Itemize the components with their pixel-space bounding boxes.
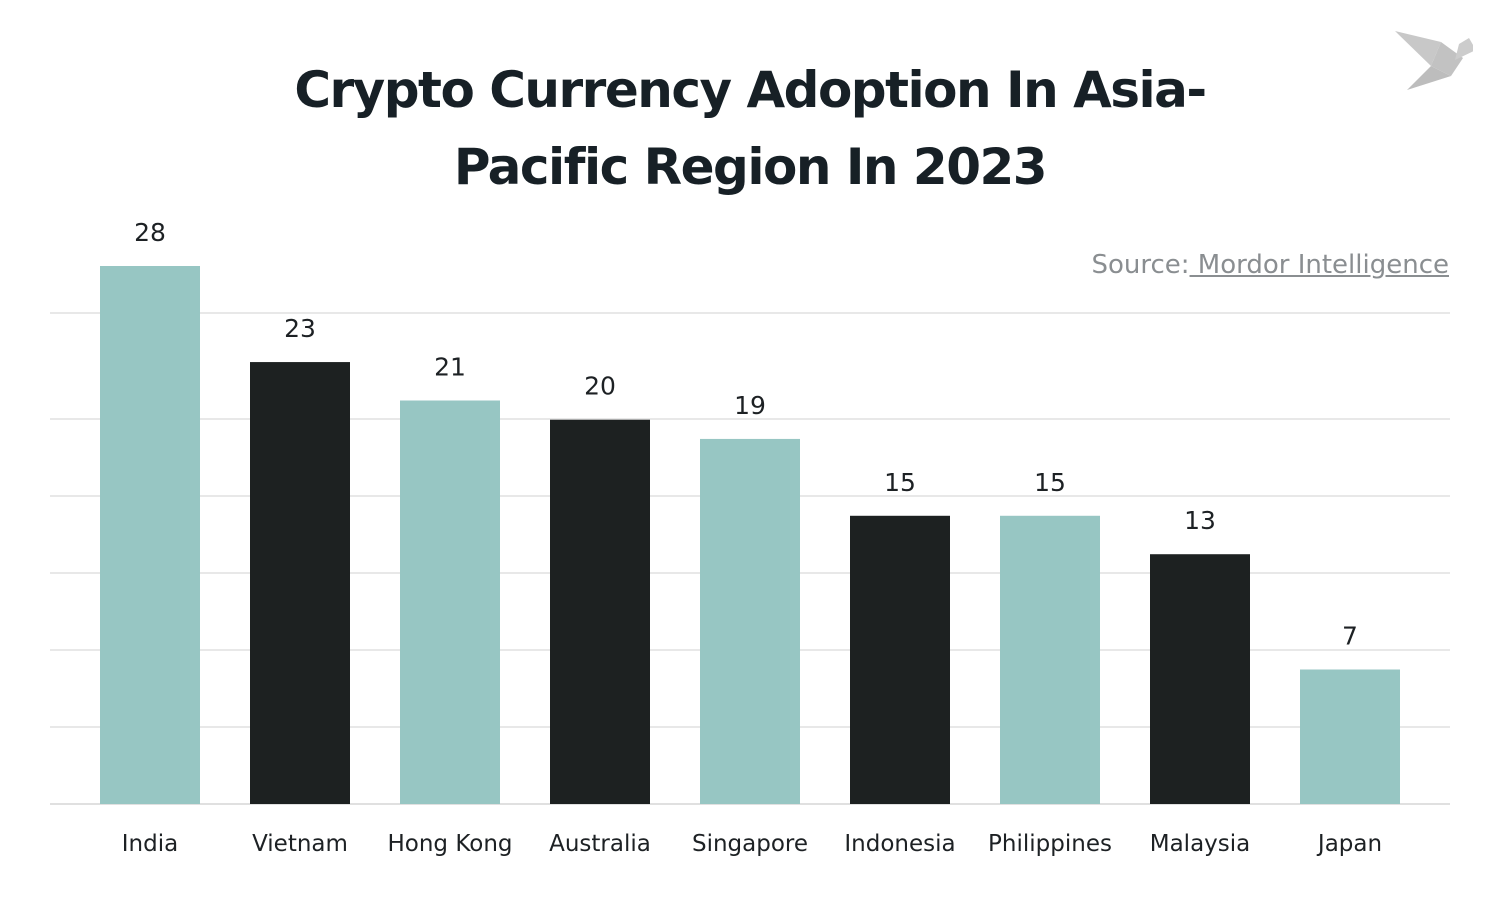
bar-india (100, 266, 200, 804)
x-tick-label: Singapore (692, 831, 808, 857)
source-note: Source: Mordor Intelligence (1091, 250, 1449, 280)
bar-vietnam (250, 362, 350, 804)
bar-singapore (700, 438, 800, 804)
bar-hong-kong (400, 400, 500, 804)
bar-japan (1300, 669, 1400, 804)
x-tick-label: Japan (1316, 831, 1382, 857)
data-label: 21 (434, 353, 466, 382)
x-tick-label: Philippines (988, 831, 1112, 857)
x-tick-label: Hong Kong (387, 831, 512, 857)
x-tick-label: Indonesia (844, 831, 955, 857)
source-link[interactable]: Mordor Intelligence (1189, 250, 1449, 280)
data-label: 23 (284, 314, 316, 343)
bar-philippines (1000, 515, 1100, 804)
bar-australia (550, 419, 650, 804)
data-label: 20 (584, 372, 616, 401)
data-label: 15 (884, 468, 916, 497)
origami-bird-logo-icon (1395, 31, 1473, 90)
data-label: 19 (734, 391, 766, 420)
x-tick-label: India (122, 831, 178, 857)
chart-title-line-2: Pacific Region In 2023 (453, 138, 1048, 196)
x-tick-label: Vietnam (252, 831, 348, 857)
bar-indonesia (850, 515, 950, 804)
source-prefix: Source: (1091, 250, 1190, 280)
data-label: 15 (1034, 468, 1066, 497)
chart-title-line-1: Crypto Currency Adoption In Asia- (294, 61, 1207, 119)
data-label: 28 (134, 218, 166, 247)
x-tick-label: Australia (549, 831, 651, 857)
data-label: 7 (1342, 622, 1358, 651)
bar-malaysia (1150, 554, 1250, 804)
x-tick-label: Malaysia (1150, 831, 1251, 857)
data-label: 13 (1184, 506, 1216, 535)
